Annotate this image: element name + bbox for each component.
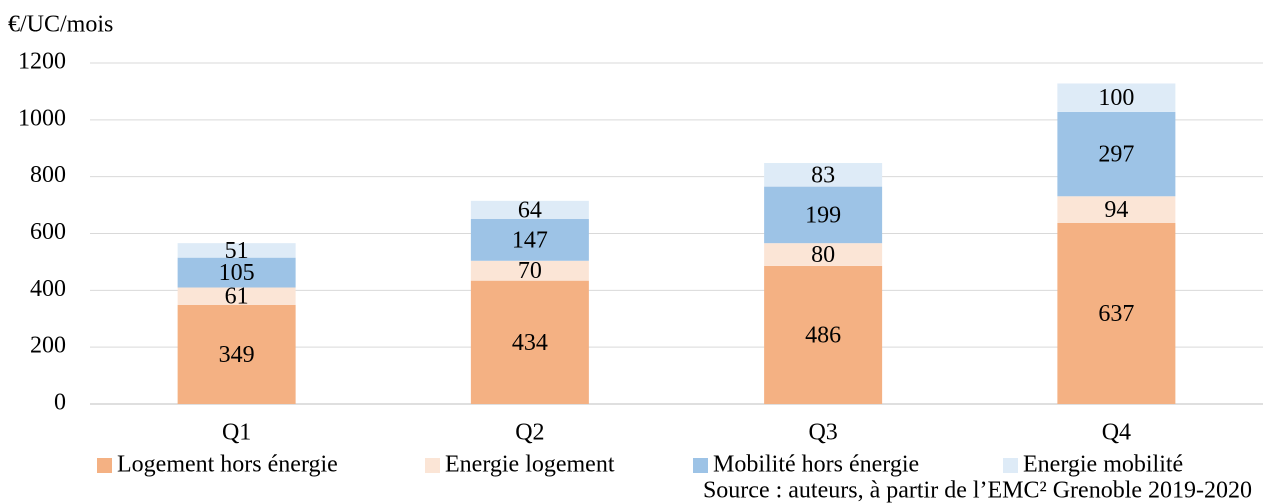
data-label: 637 bbox=[1098, 301, 1134, 327]
bar-segment bbox=[177, 257, 296, 288]
bar-segment bbox=[470, 219, 589, 261]
bar-segment bbox=[177, 287, 296, 305]
y-tick-label: 1200 bbox=[18, 49, 66, 75]
data-label: 434 bbox=[512, 330, 548, 356]
data-label: 70 bbox=[518, 258, 542, 284]
data-label: 80 bbox=[811, 242, 835, 268]
data-label: 349 bbox=[219, 342, 255, 368]
y-tick-label: 200 bbox=[30, 333, 66, 359]
bar-segment bbox=[764, 243, 883, 266]
x-tick-label: Q1 bbox=[222, 420, 251, 446]
bar-segment bbox=[470, 280, 589, 404]
bar-segment bbox=[764, 265, 883, 404]
data-label: 199 bbox=[805, 202, 841, 228]
legend-label: Energie logement bbox=[445, 452, 615, 478]
data-label: 297 bbox=[1098, 142, 1134, 168]
x-tick-label: Q4 bbox=[1102, 420, 1131, 446]
data-label: 51 bbox=[225, 238, 249, 264]
y-tick-label: 0 bbox=[54, 390, 66, 416]
x-tick-label: Q3 bbox=[808, 420, 837, 446]
y-tick-label: 600 bbox=[30, 219, 66, 245]
bar-segment bbox=[1057, 111, 1176, 197]
legend-swatch bbox=[97, 458, 112, 473]
y-tick-label: 1000 bbox=[18, 105, 66, 131]
legend-label: Mobilité hors énergie bbox=[713, 452, 919, 478]
legend-swatch bbox=[1003, 458, 1018, 473]
data-label: 83 bbox=[811, 162, 835, 188]
legend-swatch bbox=[693, 458, 708, 473]
data-label: 147 bbox=[512, 227, 548, 253]
legend-label: Logement hors énergie bbox=[117, 452, 338, 478]
data-label: 105 bbox=[219, 260, 255, 286]
data-label: 61 bbox=[225, 284, 249, 310]
data-label: 94 bbox=[1104, 197, 1128, 223]
source-note: Source : auteurs, à partir de l’EMC² Gre… bbox=[703, 478, 1252, 504]
data-label: 64 bbox=[518, 197, 542, 223]
bar-segment bbox=[764, 163, 883, 187]
bar-segment bbox=[1057, 222, 1176, 404]
legend-label: Energie mobilité bbox=[1023, 452, 1183, 478]
bar-segment bbox=[177, 243, 296, 258]
bar-segment bbox=[1057, 83, 1176, 112]
bar-segment bbox=[177, 304, 296, 404]
legend-swatch bbox=[425, 458, 440, 473]
data-label: 486 bbox=[805, 322, 841, 348]
bar-segment bbox=[1057, 196, 1176, 223]
x-tick-label: Q2 bbox=[515, 420, 544, 446]
bar-segment bbox=[764, 186, 883, 244]
bar-segment bbox=[470, 200, 589, 220]
bar-segment bbox=[470, 260, 589, 281]
y-tick-label: 400 bbox=[30, 276, 66, 302]
y-tick-label: 800 bbox=[30, 162, 66, 188]
y-axis-label: €/UC/mois bbox=[8, 12, 113, 38]
data-label: 100 bbox=[1098, 85, 1134, 111]
